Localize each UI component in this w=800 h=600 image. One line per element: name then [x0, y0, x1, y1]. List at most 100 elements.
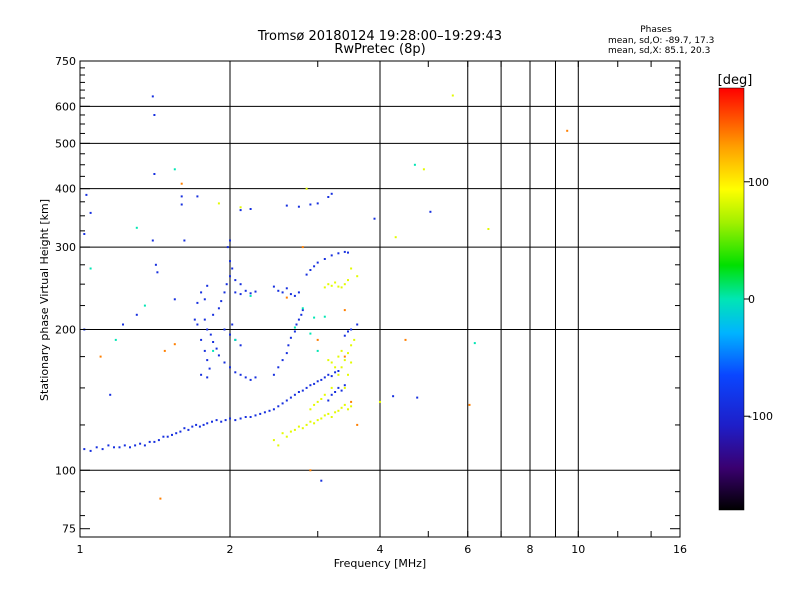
echo-point	[198, 425, 201, 428]
echo-point	[309, 332, 312, 335]
echo-point	[350, 405, 353, 408]
x-tick-label: 8	[527, 543, 534, 556]
echo-point	[277, 289, 280, 292]
echo-point	[316, 380, 319, 383]
echo-point	[473, 342, 476, 345]
echo-point	[281, 432, 284, 435]
echo-point	[337, 285, 340, 288]
x-tick-label: 10	[571, 543, 585, 556]
echo-point	[343, 334, 346, 337]
echo-point	[323, 393, 326, 396]
echo-point	[350, 267, 353, 270]
echo-point	[196, 301, 199, 304]
echo-point	[173, 168, 176, 171]
echo-point	[229, 239, 231, 242]
echo-point	[281, 402, 284, 405]
x-axis-label: Frequency [MHz]	[334, 557, 426, 570]
echo-point	[347, 373, 349, 376]
echo-point	[195, 423, 198, 426]
echo-point	[99, 355, 102, 358]
echo-point	[285, 287, 288, 290]
echo-point	[193, 318, 196, 321]
echo-point	[234, 419, 237, 422]
echo-point	[297, 318, 300, 321]
x-tick-label: 6	[464, 543, 471, 556]
echo-point	[297, 291, 300, 294]
echo-point	[293, 330, 296, 333]
echo-point	[309, 384, 312, 387]
echo-point	[166, 435, 169, 438]
echo-point	[153, 114, 156, 116]
echo-point	[285, 435, 288, 438]
echo-point	[337, 370, 340, 372]
echo-point	[183, 239, 186, 242]
echo-point	[468, 403, 471, 406]
x-tick-label: 1	[77, 543, 84, 556]
echo-point	[301, 246, 304, 249]
echo-point	[211, 420, 213, 423]
echo-point	[301, 389, 304, 392]
echo-point	[277, 366, 280, 369]
echo-point	[347, 251, 349, 254]
echo-point	[215, 347, 218, 350]
echo-point	[487, 228, 490, 230]
echo-point	[217, 202, 220, 205]
echo-point	[305, 386, 308, 389]
echo-point	[330, 416, 333, 418]
y-tick-label: 750	[55, 55, 76, 68]
echo-point	[239, 206, 242, 209]
echo-point	[118, 446, 121, 449]
echo-point	[323, 414, 326, 417]
echo-point	[394, 236, 397, 239]
echo-point	[206, 422, 209, 425]
echo-point	[297, 391, 300, 393]
echo-point	[343, 283, 346, 286]
echo-point	[337, 373, 340, 376]
echo-point	[340, 286, 343, 289]
echo-point	[229, 260, 231, 263]
echo-point	[272, 285, 275, 288]
echo-point	[330, 386, 333, 389]
echo-point	[316, 338, 319, 341]
echo-point	[323, 258, 326, 260]
echo-point	[263, 411, 266, 414]
echo-point	[180, 182, 183, 185]
echo-point	[173, 343, 176, 346]
echo-point	[154, 263, 157, 266]
echo-point	[175, 432, 178, 435]
echo-point	[143, 444, 146, 447]
y-tick-label: 100	[55, 464, 76, 477]
y-tick-label: 500	[55, 137, 76, 150]
echo-point	[83, 233, 86, 235]
echo-point	[287, 344, 290, 347]
echo-point	[191, 425, 194, 428]
echo-point	[200, 338, 203, 341]
echo-point	[416, 396, 419, 399]
echo-point	[327, 399, 330, 402]
echo-point	[350, 344, 353, 347]
echo-point	[209, 333, 212, 336]
echo-point	[330, 375, 333, 378]
echo-point	[343, 359, 346, 362]
echo-point	[320, 479, 323, 482]
echo-point	[327, 196, 330, 198]
x-tick-label: 4	[377, 543, 384, 556]
colorbar-tick-label: 0	[748, 293, 755, 306]
echo-point	[139, 442, 142, 445]
echo-point	[340, 389, 343, 392]
echo-point	[123, 444, 126, 447]
echo-point	[156, 271, 159, 274]
echo-point	[180, 203, 183, 206]
x-tick-label: 16	[673, 543, 687, 556]
echo-point	[89, 449, 92, 452]
stats-x-mode: mean, sd,X: 85.1, 20.3	[608, 46, 710, 56]
echo-point	[309, 469, 312, 472]
echo-point	[293, 294, 296, 297]
echo-point	[259, 412, 262, 415]
echo-point	[135, 313, 138, 316]
echo-point	[203, 298, 206, 301]
echo-point	[334, 366, 337, 369]
echo-point	[107, 444, 110, 447]
echo-point	[200, 291, 203, 294]
echo-point	[95, 446, 98, 449]
